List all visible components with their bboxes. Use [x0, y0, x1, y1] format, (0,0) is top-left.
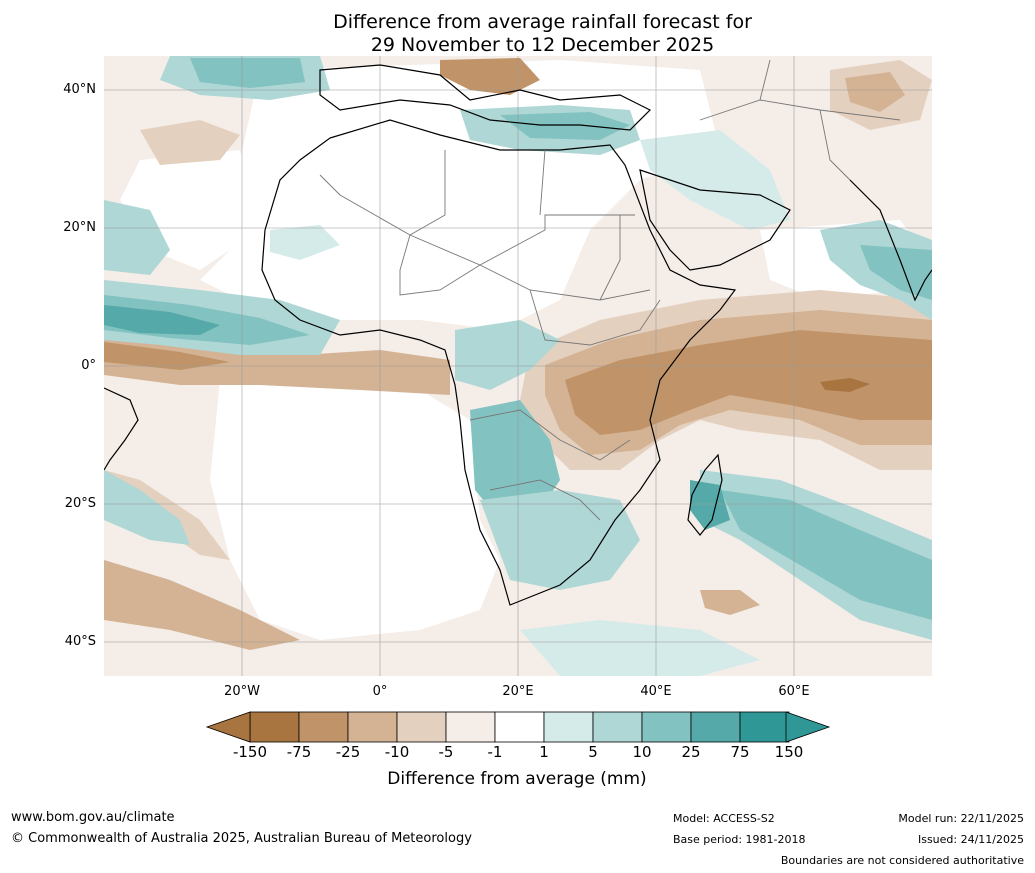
rainfall-anomaly-map	[104, 56, 932, 676]
footer-base-period: Base period: 1981-2018	[673, 833, 806, 846]
colorbar-segment	[396, 711, 447, 743]
south-indian-dry-patch	[700, 590, 760, 615]
colorbar-label: Difference from average (mm)	[387, 769, 647, 789]
footer-copyright: © Commonwealth of Australia 2025, Austra…	[11, 831, 472, 846]
footer-issued: Issued: 24/11/2025	[917, 833, 1024, 846]
colorbar-tick-label: -1	[487, 743, 503, 761]
south-east-atlantic-wet	[104, 470, 190, 545]
europe-coastline	[319, 64, 652, 131]
lat-label-20s: 20°S	[64, 496, 96, 511]
indian-ocean-dry-core	[820, 378, 870, 392]
tropical-atlantic-wet-strong	[104, 305, 220, 335]
north-african-wet	[270, 225, 340, 260]
colorbar-tick-label: -150	[232, 743, 268, 761]
colorbar-segment	[641, 711, 692, 743]
colorbar-segment	[347, 711, 398, 743]
coastlines	[104, 64, 932, 606]
colorbar-low-arrow	[205, 711, 251, 743]
west-atlantic-wet	[104, 200, 170, 275]
congo-basin-wet	[455, 320, 560, 390]
madagascar-wet-strong	[690, 480, 730, 530]
mediterranean-wet-mid	[500, 112, 630, 140]
colorbar-tick-label: 75	[730, 743, 750, 761]
colorbar-tick-label: -75	[286, 743, 312, 761]
arabia-coastline	[639, 169, 791, 271]
colorbar-tick-label: -5	[438, 743, 454, 761]
north-atlantic-wet-mid	[190, 58, 305, 88]
colorbar-segment	[592, 711, 643, 743]
map-title-line-1: Difference from average rainfall forecas…	[333, 11, 752, 33]
footer-url[interactable]: www.bom.gov.au/climate	[11, 810, 175, 825]
lat-label-equator: 0°	[81, 358, 96, 373]
colorbar-tick-label: -25	[335, 743, 361, 761]
colorbar-high-arrow	[785, 711, 831, 743]
lon-label-0: 0°	[372, 684, 388, 699]
colorbar-tick-label: 150	[774, 743, 804, 761]
colorbar-segment	[543, 711, 594, 743]
madagascar-coastline	[687, 453, 723, 536]
map-title-line-2: 29 November to 12 December 2025	[370, 34, 715, 56]
lat-label-40n: 40°N	[63, 82, 96, 97]
south-indian-wet-mid	[720, 490, 932, 620]
africa-coastline	[261, 119, 737, 606]
southern-africa-wet	[470, 400, 560, 520]
colorbar-segment	[494, 711, 545, 743]
south-atlantic-dry-band	[104, 560, 300, 650]
colorbar	[205, 711, 831, 743]
colorbar-tick-label: 1	[539, 743, 549, 761]
lat-label-20n: 20°N	[63, 220, 96, 235]
colorbar-tick-label: 10	[632, 743, 652, 761]
colorbar-tick-label: -10	[384, 743, 410, 761]
country-borders	[319, 59, 901, 521]
southern-africa-wet-light	[480, 490, 640, 590]
colorbar-segment	[249, 711, 300, 743]
south-atlantic-neutral-zone	[210, 370, 500, 640]
colorbar-tick-label: 5	[588, 743, 598, 761]
lon-label-60e: 60°E	[778, 684, 810, 699]
india-coastline	[849, 179, 932, 302]
central-asia-dry-mid	[845, 72, 905, 112]
colorbar-tick-label: 25	[681, 743, 701, 761]
mediterranean-north-dry	[440, 58, 540, 95]
equatorial-atlantic-dry	[104, 335, 450, 395]
footer-model: Model: ACCESS-S2	[673, 812, 775, 825]
lon-label-20e: 20°E	[502, 684, 534, 699]
footer-disclaimer: Boundaries are not considered authoritat…	[780, 854, 1024, 867]
lat-label-40s: 40°S	[64, 634, 96, 649]
colorbar-segment	[739, 711, 790, 743]
south-america-coastline	[104, 387, 139, 471]
south-ocean-wet	[520, 620, 760, 676]
east-africa-indian-ocean-dry-strong	[565, 330, 932, 435]
footer-model-run: Model run: 22/11/2025	[898, 812, 1024, 825]
colorbar-segment	[445, 711, 496, 743]
north-atlantic-dry-patch	[140, 120, 240, 165]
middle-east-wet	[640, 130, 790, 230]
colorbar-segment	[690, 711, 741, 743]
arabian-sea-wet-mid	[860, 245, 932, 300]
lon-label-20w: 20°W	[224, 684, 260, 699]
lon-label-40e: 40°E	[640, 684, 672, 699]
equatorial-atlantic-dry-strong	[104, 342, 230, 370]
colorbar-segment	[298, 711, 349, 743]
